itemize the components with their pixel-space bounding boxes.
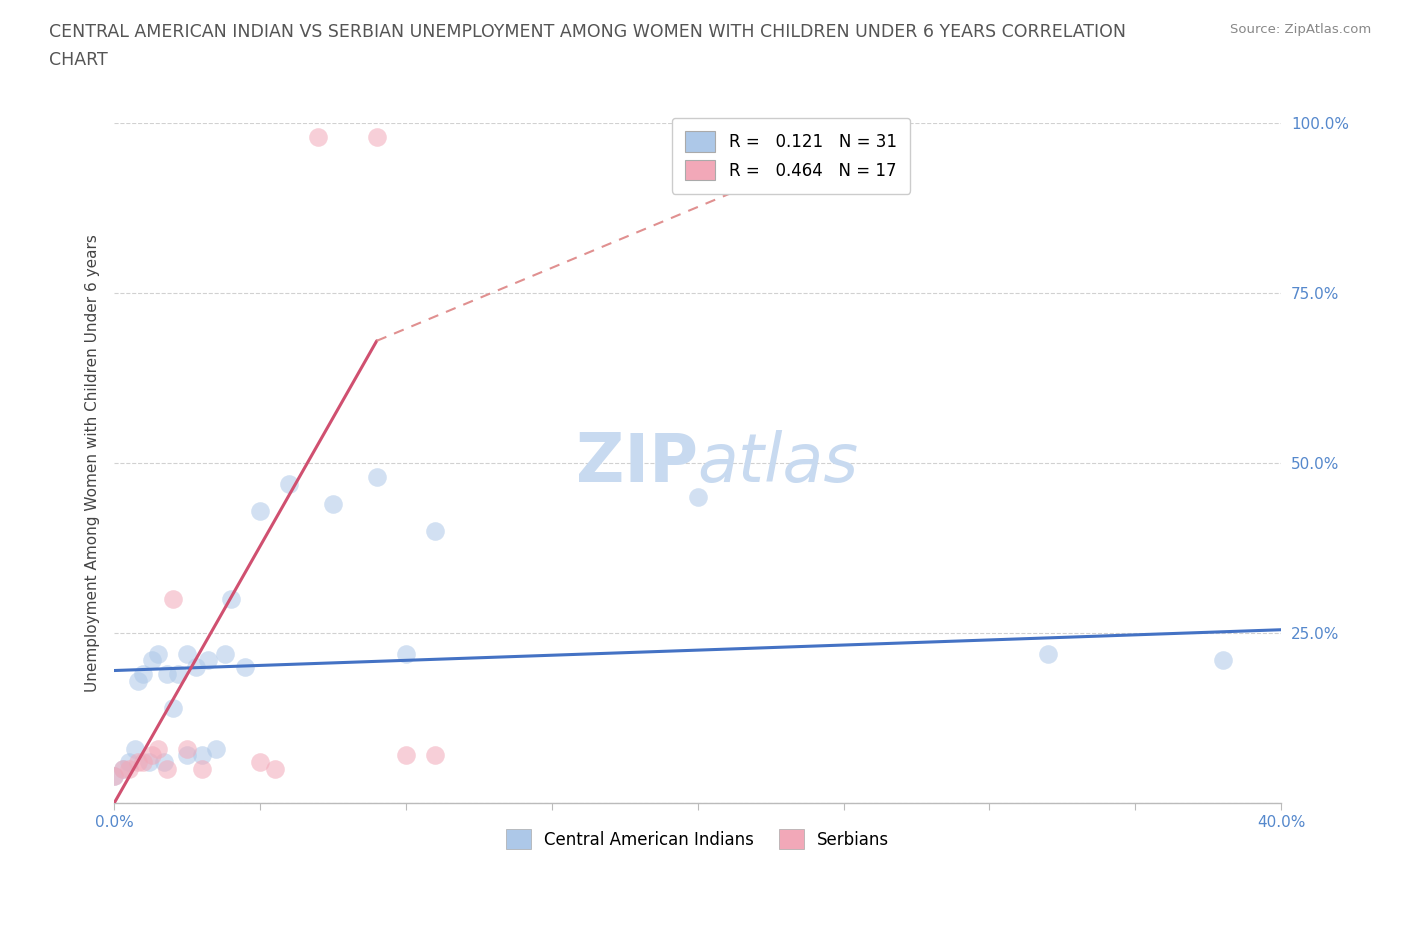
Point <box>1212 653 1234 668</box>
Point <box>423 524 446 538</box>
Point <box>395 748 418 763</box>
Y-axis label: Unemployment Among Women with Children Under 6 years: Unemployment Among Women with Children U… <box>86 234 100 692</box>
Point <box>184 659 207 674</box>
Point <box>214 646 236 661</box>
Point <box>162 700 184 715</box>
Point <box>141 748 163 763</box>
Point <box>249 503 271 518</box>
Point <box>132 667 155 682</box>
Point <box>127 755 149 770</box>
Point <box>103 768 125 783</box>
Point <box>167 667 190 682</box>
Point <box>127 673 149 688</box>
Point <box>366 470 388 485</box>
Point <box>395 646 418 661</box>
Point <box>141 653 163 668</box>
Point <box>423 748 446 763</box>
Point <box>176 741 198 756</box>
Text: CHART: CHART <box>49 51 108 69</box>
Point <box>366 129 388 144</box>
Point <box>322 497 344 512</box>
Point <box>118 755 141 770</box>
Text: Source: ZipAtlas.com: Source: ZipAtlas.com <box>1230 23 1371 36</box>
Point <box>111 762 134 777</box>
Point <box>307 129 329 144</box>
Point <box>124 741 146 756</box>
Point <box>205 741 228 756</box>
Point <box>176 748 198 763</box>
Point <box>249 755 271 770</box>
Point <box>103 768 125 783</box>
Point <box>152 755 174 770</box>
Text: ZIP: ZIP <box>575 431 697 497</box>
Point <box>132 755 155 770</box>
Text: CENTRAL AMERICAN INDIAN VS SERBIAN UNEMPLOYMENT AMONG WOMEN WITH CHILDREN UNDER : CENTRAL AMERICAN INDIAN VS SERBIAN UNEMP… <box>49 23 1126 41</box>
Point <box>176 646 198 661</box>
Point <box>146 646 169 661</box>
Point <box>156 762 179 777</box>
Legend: Central American Indians, Serbians: Central American Indians, Serbians <box>499 822 896 856</box>
Point <box>138 755 160 770</box>
Point <box>146 741 169 756</box>
Point <box>118 762 141 777</box>
Point <box>197 653 219 668</box>
Point <box>1036 646 1059 661</box>
Point <box>190 748 212 763</box>
Point <box>219 591 242 606</box>
Point <box>278 476 301 491</box>
Point <box>190 762 212 777</box>
Point <box>156 667 179 682</box>
Point <box>263 762 285 777</box>
Point <box>111 762 134 777</box>
Point <box>686 490 709 505</box>
Text: atlas: atlas <box>697 431 859 497</box>
Point <box>235 659 257 674</box>
Point <box>162 591 184 606</box>
